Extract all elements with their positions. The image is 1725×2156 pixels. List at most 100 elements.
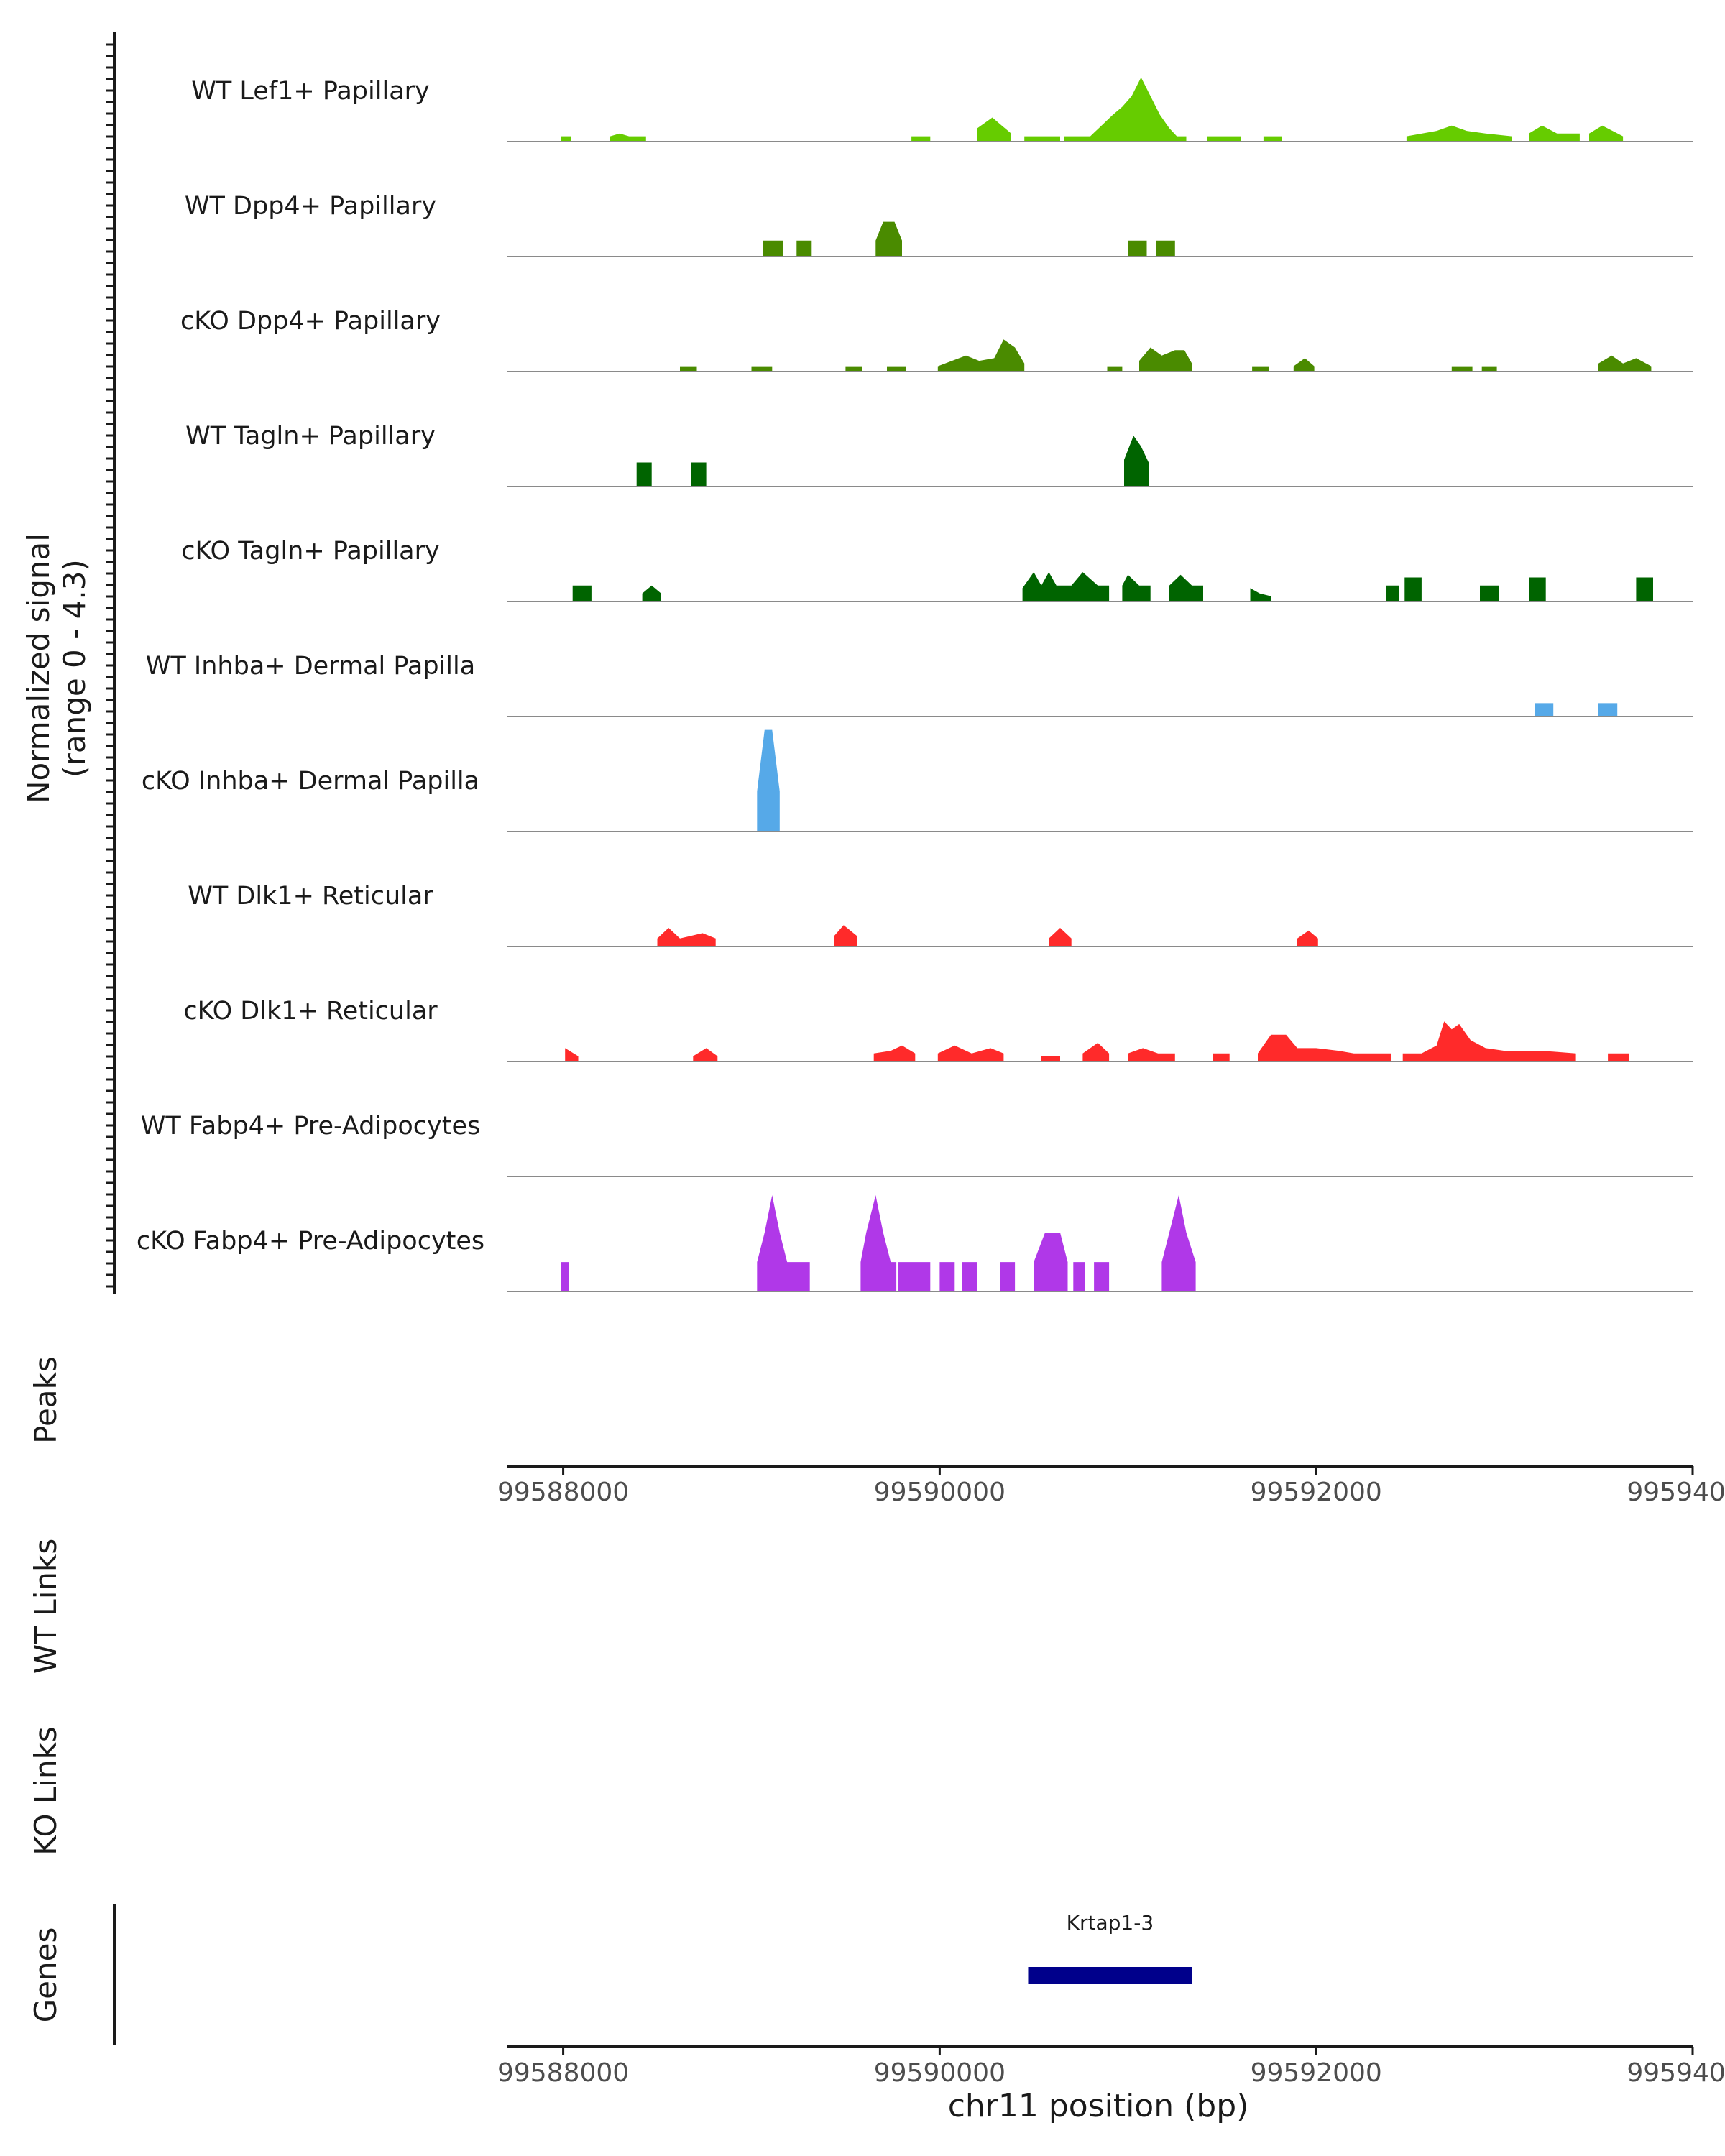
signal-area (565, 1048, 579, 1061)
signal-area (1258, 1034, 1392, 1061)
signal-area (642, 585, 661, 602)
signal-area (1124, 436, 1149, 487)
signal-area (1034, 1233, 1068, 1291)
signal-area (962, 1262, 978, 1291)
signal-area (1252, 366, 1269, 372)
signal-area (1480, 585, 1499, 602)
signal-area (1049, 928, 1072, 946)
peaks-track-label: Peaks (28, 1356, 63, 1444)
track-label: cKO Tagln+ Papillary (181, 537, 440, 566)
signal-area (763, 240, 783, 257)
signal-area (1608, 1053, 1629, 1061)
gene-label: Krtap1-3 (1067, 1911, 1154, 1935)
track-label: WT Dlk1+ Reticular (188, 882, 433, 911)
signal-area (911, 136, 931, 142)
signal-area (875, 221, 902, 257)
signal-track: WT Tagln+ Papillary (185, 422, 1693, 487)
y-axis-range-label: (range 0 - 4.3) (57, 559, 92, 778)
track-label: cKO Fabp4+ Pre-Adipocytes (137, 1227, 484, 1256)
signal-area (887, 366, 906, 372)
signal-area (860, 1195, 897, 1291)
signal-tracks: WT Lef1+ Papillary WT Dpp4+ Papillary cKO … (137, 77, 1693, 1292)
signal-area (1293, 358, 1315, 372)
x-tick-label: 99592000 (1251, 1478, 1382, 1507)
signal-area (939, 1262, 955, 1291)
signal-area (1250, 588, 1271, 602)
signal-area (1162, 1195, 1196, 1291)
signal-area (1404, 577, 1422, 602)
ko-links-track-label: KO Links (28, 1726, 63, 1856)
signal-area (561, 136, 571, 142)
signal-area (572, 585, 592, 602)
signal-area (1107, 366, 1123, 372)
signal-area (1207, 136, 1241, 142)
signal-area (757, 729, 780, 831)
signal-area (693, 1048, 718, 1061)
signal-area (1213, 1053, 1230, 1061)
signal-area (1139, 347, 1192, 372)
signal-track: WT Fabp4+ Pre-Adipocytes (141, 1112, 1693, 1177)
signal-area (1156, 240, 1175, 257)
signal-track: cKO Tagln+ Papillary (181, 537, 1693, 602)
signal-track: WT Lef1+ Papillary (191, 77, 1693, 142)
signal-area (1529, 577, 1546, 602)
signal-area (1589, 125, 1624, 142)
x-tick-label: 99590000 (874, 1478, 1006, 1507)
signal-track: WT Dpp4+ Papillary (185, 192, 1693, 257)
signal-area (657, 928, 716, 946)
signal-area (1481, 366, 1497, 372)
signal-track: cKO Fabp4+ Pre-Adipocytes (137, 1195, 1693, 1292)
signal-area (1598, 703, 1618, 717)
track-label: cKO Dlk1+ Reticular (183, 997, 438, 1026)
x-tick-label: 99594000 (1627, 2058, 1725, 2088)
track-label: WT Tagln+ Papillary (185, 422, 436, 451)
y-axis-label: Normalized signal (21, 533, 56, 803)
signal-area (1169, 574, 1203, 602)
genes-x-axis: 99588000 99590000 99592000 99594000 (497, 2045, 1725, 2088)
x-tick-label: 99594000 (1627, 1478, 1725, 1507)
x-axis-label: chr11 position (bp) (948, 2088, 1249, 2124)
signal-area (937, 1045, 1004, 1061)
signal-area (1082, 1043, 1110, 1061)
signal-area (1297, 930, 1318, 946)
track-label: WT Lef1+ Papillary (191, 77, 430, 106)
track-label: cKO Inhba+ Dermal Papilla (142, 767, 479, 796)
signal-area (1094, 1262, 1110, 1291)
x-tick-label: 99590000 (874, 2058, 1006, 2088)
signal-area (977, 117, 1011, 142)
signal-area (1128, 240, 1147, 257)
signal-area (1535, 703, 1554, 717)
track-label: WT Dpp4+ Papillary (185, 192, 436, 221)
signal-area (937, 339, 1025, 372)
signal-area (1402, 1021, 1576, 1061)
signal-area (845, 366, 862, 372)
signal-area (1263, 136, 1282, 142)
signal-track: WT Dlk1+ Reticular (188, 882, 1693, 947)
signal-area (691, 462, 707, 487)
signal-area (1451, 366, 1473, 372)
genes-track-label: Genes (28, 1927, 63, 2023)
signal-area (1386, 585, 1399, 602)
signal-area (636, 462, 652, 487)
signal-track: cKO Dpp4+ Papillary (180, 307, 1693, 372)
signal-area (1406, 125, 1512, 142)
x-tick-label: 99592000 (1251, 2058, 1382, 2088)
signal-area (1064, 77, 1187, 142)
gene-track: Krtap1-3 (1028, 1911, 1192, 1984)
signal-area (1529, 125, 1580, 142)
peaks-x-axis: 99588000 99590000 99592000 99594000 (497, 1465, 1725, 1507)
gene-body (1028, 1967, 1192, 1984)
signal-area (1636, 577, 1653, 602)
signal-area (1598, 355, 1652, 372)
track-label: WT Inhba+ Dermal Papilla (146, 652, 475, 681)
signal-track: cKO Inhba+ Dermal Papilla (142, 729, 1693, 832)
signal-area (751, 366, 773, 372)
signal-area (796, 240, 812, 257)
signal-area (561, 1262, 569, 1291)
left-axis (106, 32, 116, 1294)
track-label: WT Fabp4+ Pre-Adipocytes (141, 1112, 480, 1141)
signal-area (680, 366, 697, 372)
x-tick-label: 99588000 (497, 1478, 629, 1507)
wt-links-track-label: WT Links (28, 1539, 63, 1674)
